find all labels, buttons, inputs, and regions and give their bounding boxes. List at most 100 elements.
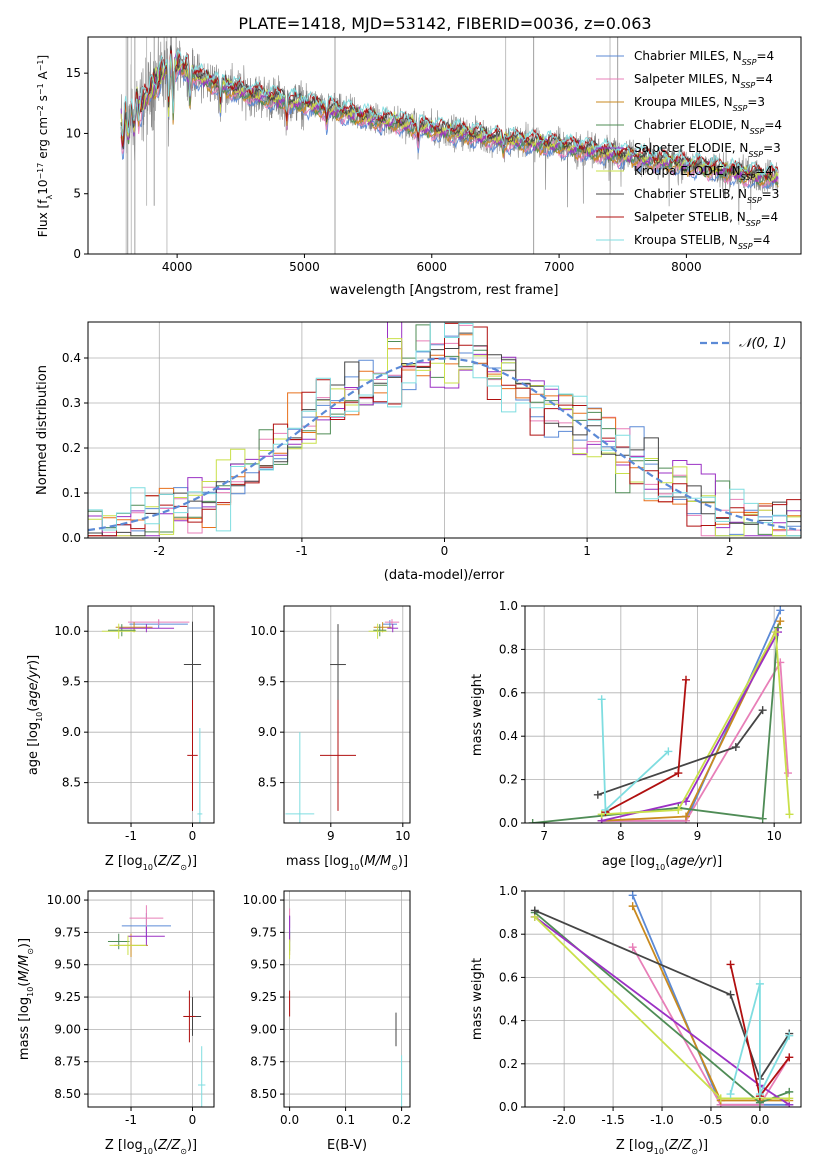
y-tick-label: 8.50 — [250, 1087, 277, 1101]
x-axis-label: Z [log10(Z/Z⊙)] — [105, 1138, 197, 1156]
error-bar-point — [107, 624, 136, 637]
mass-weight-marker — [785, 1094, 794, 1103]
y-tick-label: 10.0 — [54, 624, 81, 638]
y-tick-label: 8.5 — [62, 776, 81, 790]
y-tick-label: 0.4 — [499, 1014, 518, 1028]
error-bar-point — [368, 623, 387, 639]
y-tick-label: 5 — [73, 187, 81, 201]
mass-weight-marker — [755, 1090, 764, 1099]
error-bar-point — [127, 926, 165, 946]
y-tick-label: 8.75 — [250, 1055, 277, 1069]
mass-weight-marker — [601, 805, 610, 814]
x-tick-label: 7000 — [544, 260, 575, 274]
legend-entry-label: Chabrier STELIB, NSSP=3 — [634, 187, 779, 205]
mass-weight-marker — [776, 617, 785, 626]
mass-weight-marker — [628, 902, 637, 911]
mass-weight-marker — [785, 1053, 794, 1062]
y-tick-label: 15 — [66, 66, 81, 80]
legend-entry-label: Salpeter STELIB, NSSP=4 — [634, 210, 778, 228]
plot-area — [289, 908, 403, 1107]
panel-residual-histogram: -2 -1 0 1 2 0.0 0.1 0.2 0.3 0.4 (data-model)/error… — [35, 321, 802, 583]
y-tick-label: 0.2 — [499, 1057, 518, 1071]
x-tick-label: 0.1 — [336, 1113, 355, 1127]
error-bar-point — [187, 699, 198, 811]
legend-entry-label: 𝒩(0, 1) — [739, 336, 786, 351]
mass-weight-marker — [528, 819, 537, 823]
x-tick-label: -1 — [125, 1113, 137, 1127]
y-axis-label: Normed distribution — [35, 365, 50, 495]
mass-weight-marker — [682, 812, 690, 821]
mass-weight-marker — [726, 1090, 735, 1099]
mass-weight-marker — [771, 628, 780, 637]
y-tick-label: 0.8 — [499, 927, 518, 941]
figure-title: PLATE=1418, MJD=53142, FIBERID=0036, z=0… — [238, 14, 651, 33]
x-axis-label: Z [log10(Z/Z⊙)] — [616, 1138, 708, 1156]
mass-weight-series — [605, 679, 687, 813]
mass-weight-marker — [726, 990, 735, 999]
y-axis-label: Flux [fλ10−17 erg cm−2 s−1 A−1] — [36, 55, 54, 237]
mass-weight-series — [601, 628, 791, 816]
y-axis-label: mass weight — [470, 674, 485, 756]
y-tick-label: 9.5 — [62, 675, 81, 689]
y-tick-label: 0 — [73, 247, 81, 261]
error-bar-point — [387, 624, 399, 633]
model-spectrum-line — [120, 45, 779, 182]
y-tick-label: 0.4 — [62, 351, 81, 365]
error-bar-point — [285, 732, 315, 823]
histogram-step-line — [88, 338, 801, 537]
x-tick-label: 0.0 — [280, 1113, 299, 1127]
mass-weight-marker — [785, 1031, 794, 1040]
x-tick-label: 9 — [694, 829, 702, 843]
legend-entry-label: Kroupa MILES, NSSP=3 — [634, 95, 765, 113]
mass-weight-marker — [674, 769, 683, 778]
axes-frame — [524, 605, 802, 824]
y-tick-label: 10 — [66, 126, 81, 140]
legend-spectrum: Chabrier MILES, NSSP=4 Salpeter MILES, NS… — [596, 49, 782, 251]
mass-weight-marker — [758, 706, 767, 715]
x-axis-label: wavelength [Angstrom, rest frame] — [330, 283, 559, 298]
axes-frame — [283, 605, 411, 824]
plot-area — [101, 619, 203, 823]
mass-weight-marker — [628, 943, 637, 952]
mass-weight-series — [601, 659, 789, 822]
y-axis-label: age [log10(age/yr)] — [26, 655, 44, 775]
y-axis-label: mass weight — [470, 958, 485, 1040]
error-bar-point — [197, 728, 203, 823]
mass-weight-marker — [755, 979, 764, 988]
x-axis-label: (data-model)/error — [384, 568, 505, 583]
error-bar-point — [109, 935, 147, 956]
mass-weight-series — [631, 946, 791, 1106]
y-tick-label: 9.00 — [54, 1022, 81, 1036]
y-tick-label: 9.0 — [62, 725, 81, 739]
mass-weight-marker — [597, 695, 606, 704]
legend-entry-label: Kroupa STELIB, NSSP=4 — [634, 233, 770, 251]
y-tick-label: 1.0 — [499, 884, 518, 898]
x-tick-label: 8000 — [671, 260, 702, 274]
panel-mass-vs-e-b-v-: 0.0 0.1 0.2 8.50 8.75 9.00 9.25 9.50 9.75 10.00 E(… — [243, 890, 411, 1153]
x-tick-label: 0 — [441, 544, 449, 558]
mass-weight-series — [600, 699, 670, 813]
y-tick-label: 0.2 — [62, 441, 81, 455]
y-tick-label: 10.0 — [250, 624, 277, 638]
x-tick-label: 6000 — [416, 260, 447, 274]
y-axis-label: mass [log10(M/M⊙)] — [17, 938, 35, 1060]
y-tick-label: 9.50 — [250, 958, 277, 972]
error-bar-point — [384, 619, 400, 626]
panel-mass-vs-z: -1 0 8.50 8.75 9.00 9.25 9.50 9.75 10.00 Z [log10… — [17, 890, 215, 1156]
error-bar-point — [115, 622, 153, 633]
x-tick-label: -1 — [125, 829, 137, 843]
panel-mass-weight-vs-z: -2.0 -1.5 -1.0 -0.5 0.0 0.0 0.2 0.4 0.6 0.8 1.0 Z [… — [470, 884, 802, 1156]
x-tick-label: 0 — [189, 1113, 197, 1127]
error-bar-point — [183, 621, 202, 708]
plot-area — [528, 606, 794, 823]
panel-mass-weight-vs-age: 7 8 9 10 0.0 0.2 0.4 0.6 0.8 1.0 age [log10(age/yr… — [470, 599, 802, 872]
mass-weight-series — [532, 627, 779, 823]
legend-entry-label: Kroupa ELODIE, NSSP=4 — [634, 164, 773, 182]
x-tick-label: 9 — [327, 829, 335, 843]
mass-weight-marker — [785, 810, 794, 819]
y-tick-label: 0.1 — [62, 486, 81, 500]
error-bar-point — [101, 623, 136, 639]
mass-weight-marker — [530, 906, 539, 915]
error-bar-point — [183, 990, 196, 1043]
